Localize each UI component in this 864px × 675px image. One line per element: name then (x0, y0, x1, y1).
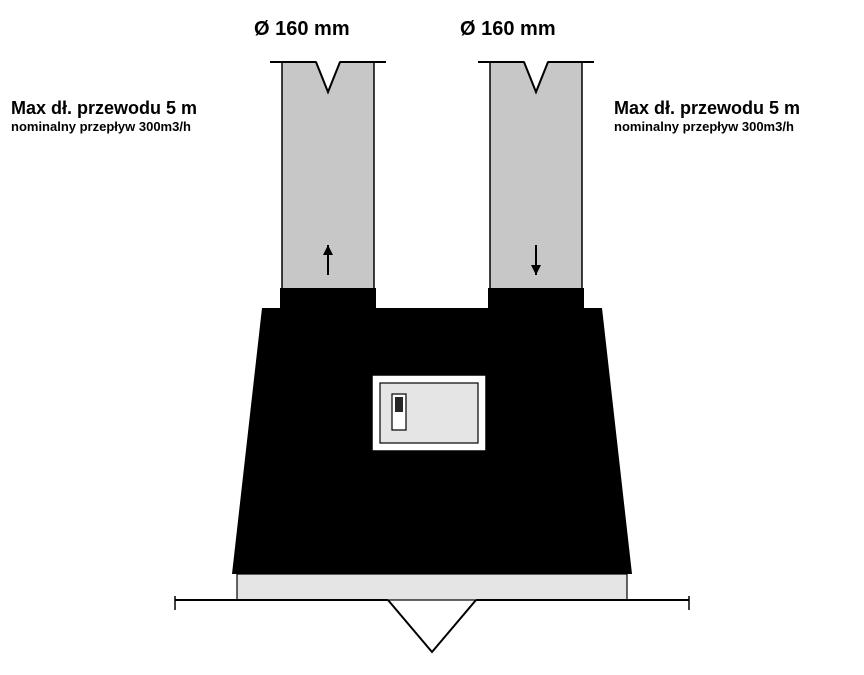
base-plate (237, 574, 627, 600)
left-sub-label: nominalny przepływ 300m3/h (11, 119, 197, 134)
left-label-block: Max dł. przewodu 5 m nominalny przepływ … (11, 98, 197, 134)
left-diameter-label: Ø 160 mm (254, 18, 350, 41)
left-main-label: Max dł. przewodu 5 m (11, 98, 197, 119)
ground-break-notch (388, 600, 476, 652)
right-sub-label: nominalny przepływ 300m3/h (614, 119, 800, 134)
left-collar (280, 288, 376, 308)
power-switch-rocker (395, 397, 403, 412)
right-main-label: Max dł. przewodu 5 m (614, 98, 800, 119)
right-label-block: Max dł. przewodu 5 m nominalny przepływ … (614, 98, 800, 134)
right-collar (488, 288, 584, 308)
right-diameter-label: Ø 160 mm (460, 18, 556, 41)
